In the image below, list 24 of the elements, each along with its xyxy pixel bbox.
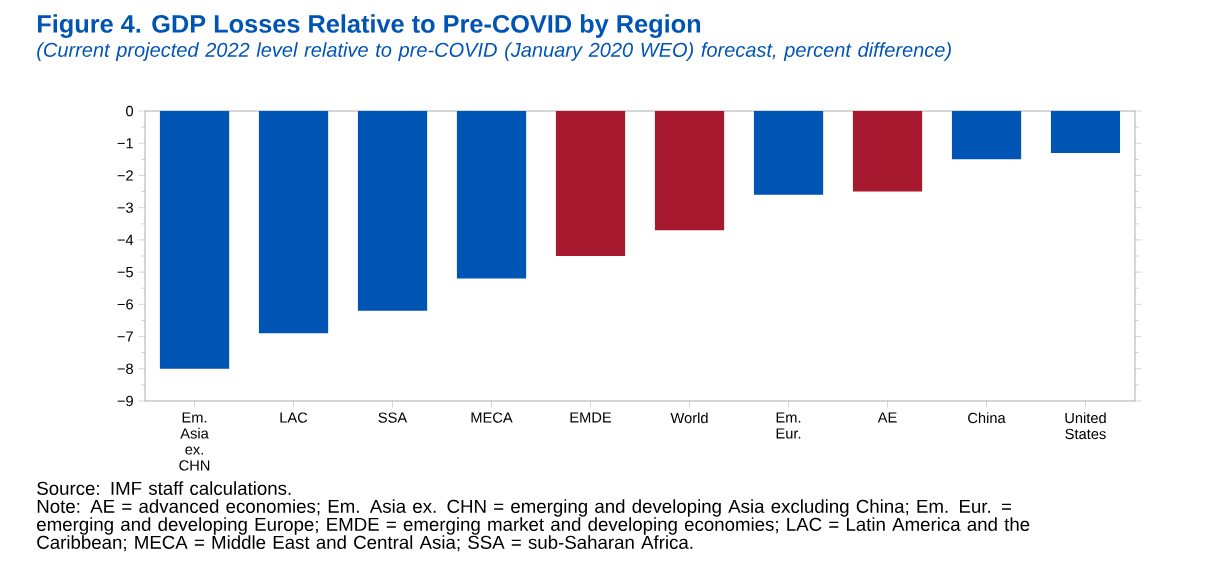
x-tick-label: LAC xyxy=(280,412,308,423)
x-tick-label: China xyxy=(968,412,1006,424)
chart-subtitle: (Current projected 2022 level relative to pre-COVID (January 2020 WEO) forecast, percent difference) xyxy=(37,42,951,61)
y-tick-label: −6 xyxy=(117,299,133,310)
y-tick-label: 0 xyxy=(126,105,134,117)
y-tick-label: −7 xyxy=(117,331,133,342)
chart-title: Figure 4. GDP Losses Relative to Pre-COVID by Region xyxy=(37,14,701,38)
y-tick-label: −9 xyxy=(117,395,133,407)
y-tick-label: −5 xyxy=(117,267,134,278)
y-tick-label: −1 xyxy=(117,138,133,149)
x-tick-label: AE xyxy=(877,412,897,423)
x-tick-label: United States xyxy=(1065,412,1106,440)
x-tick-label: Em. Eur. xyxy=(776,412,801,439)
x-tick-label: EMDE xyxy=(570,412,612,423)
y-tick-label: −2 xyxy=(117,170,133,181)
y-tick-label: −4 xyxy=(117,234,134,245)
y-tick-label: −3 xyxy=(117,202,133,213)
x-tick-label: MECA xyxy=(471,412,513,423)
text: Note: AE = advanced economies; Em. Asia ex. CHN = emerging and developing Asia excluding China; Em. Eur. = emerging and developing Europe; EMDE = emerging market and developing economies; LAC = Latin America and the Caribbean; MECA = Middle East and Central Asia; SSA = sub-Saharan Africa. xyxy=(37,499,1030,552)
x-tick-label: World xyxy=(670,412,708,424)
x-tick-label: Em. Asia ex. CHN xyxy=(179,412,210,471)
y-tick-label: −8 xyxy=(117,363,133,374)
x-tick-label: SSA xyxy=(378,412,408,423)
source-note: Source: IMF staff calculations. xyxy=(37,481,291,495)
